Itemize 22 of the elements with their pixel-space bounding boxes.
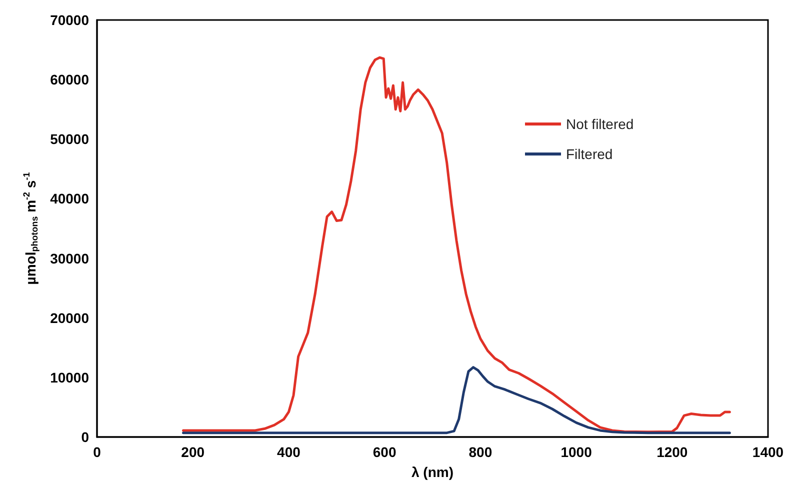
x-tick-label: 600 xyxy=(372,444,396,460)
y-tick-label: 20000 xyxy=(50,310,90,326)
y-tick-label: 40000 xyxy=(50,190,90,207)
x-tick-label: 1200 xyxy=(656,444,688,460)
x-tick-label: 1000 xyxy=(560,444,592,460)
x-tick-label: 200 xyxy=(181,444,205,460)
y-tick-label: 50000 xyxy=(50,131,90,148)
x-axis-title: λ (nm) xyxy=(412,464,454,480)
y-tick-label: 30000 xyxy=(50,250,90,266)
x-tick-label: 1400 xyxy=(752,444,784,460)
x-tick-label: 400 xyxy=(277,444,301,460)
line-series xyxy=(182,56,731,434)
legend-label: Filtered xyxy=(566,146,613,162)
y-tick-label: 10000 xyxy=(50,369,90,386)
y-tick-label: 0 xyxy=(81,429,90,445)
y-axis-title: µmolphotons m-2 s-1 xyxy=(22,172,40,285)
y-tick-label: 60000 xyxy=(50,72,90,88)
x-tick-label: 800 xyxy=(468,444,492,460)
legend-label: Not filtered xyxy=(566,116,634,132)
y-tick-label: 70000 xyxy=(50,12,90,28)
line-series xyxy=(182,366,731,434)
x-tick-label: 0 xyxy=(93,444,102,460)
